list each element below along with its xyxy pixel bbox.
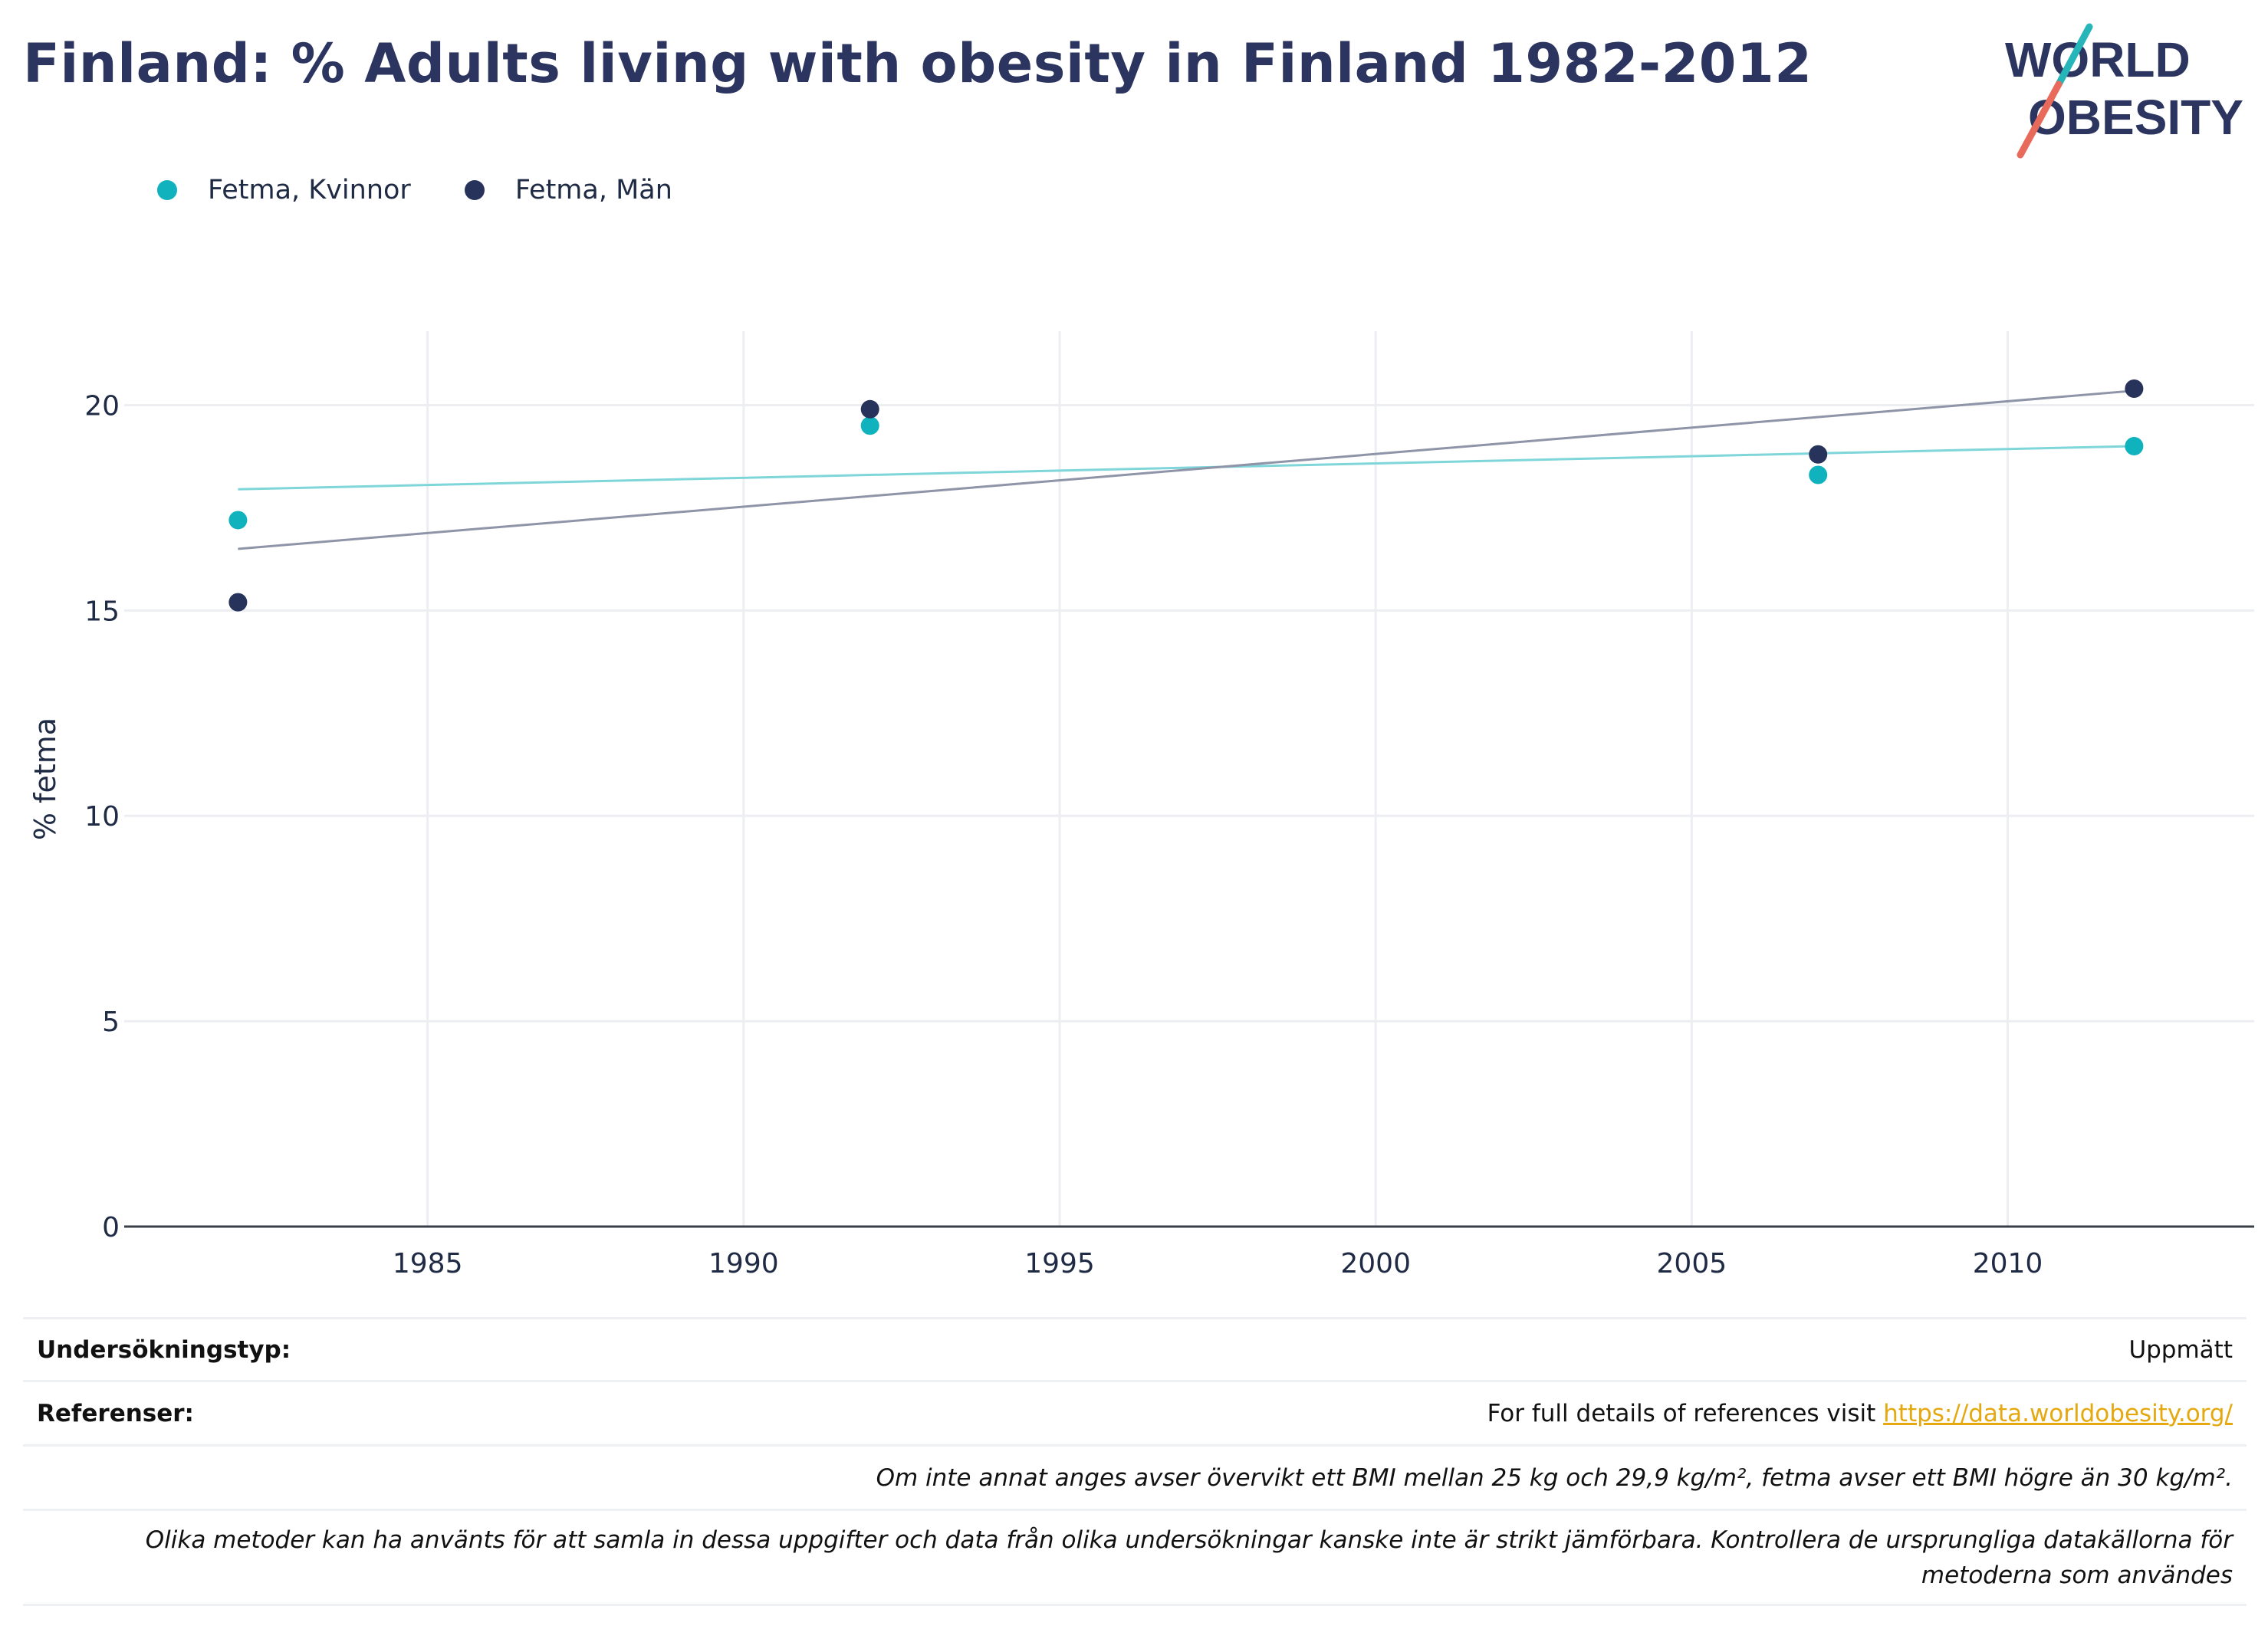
data-point-man [860,399,879,419]
scatter-chart: 1985 1990 1995 2000 2005 2010 0 5 10 15 20 % fetma [28,331,2254,1279]
y-tick-label: 10 [84,801,120,833]
svg-text:WORLD: WORLD [2005,32,2191,87]
y-tick-label: 5 [102,1007,120,1038]
legend-item-kvinnor[interactable]: Fetma, Kvinnor [157,175,411,205]
x-tick-label: 2005 [1657,1248,1727,1279]
data-point-kvinnor [228,511,248,530]
metadata-table: Undersökningstyp: Uppmätt Referenser: Fo… [23,1317,2247,1606]
x-tick-label: 1985 [393,1248,463,1279]
meta-row-references: Referenser: For full details of referenc… [23,1382,2247,1447]
references-link[interactable]: https://data.worldobesity.org/ [1883,1399,2233,1427]
legend-dot-man [464,180,485,200]
world-obesity-logo: WORLD OBESITY [2005,23,2243,159]
trend-line-kvinnor [238,445,2135,491]
survey-type-label: Undersökningstyp: [37,1335,291,1364]
references-text: For full details of references visit [1487,1399,1884,1427]
legend-dot-kvinnor [157,180,177,200]
data-point-man [1809,445,1828,464]
x-tick-label: 2010 [1973,1248,2043,1279]
y-axis-title: % fetma [28,718,62,840]
chart-legend: Fetma, Kvinnor Fetma, Män [157,175,726,205]
survey-type-value: Uppmätt [2128,1335,2233,1364]
data-point-man [2125,379,2144,399]
bmi-note: Om inte annat anges avser övervikt ett B… [876,1463,2233,1492]
y-tick-label: 15 [84,596,120,627]
data-point-kvinnor [860,416,879,435]
page-title: Finland: % Adults living with obesity in… [23,32,1813,95]
svg-text:OBESITY: OBESITY [2028,90,2243,145]
methods-note: Olika metoder kan ha använts för att sam… [145,1526,2233,1589]
trend-line-man [238,389,2135,550]
legend-label-man: Fetma, Män [514,175,672,205]
data-point-man [228,593,248,612]
data-point-kvinnor [1809,465,1828,484]
meta-row-note-methods: Olika metoder kan ha använts för att sam… [23,1511,2247,1606]
references-label: Referenser: [37,1399,194,1427]
meta-row-survey: Undersökningstyp: Uppmätt [23,1319,2247,1382]
legend-item-man[interactable]: Fetma, Män [464,175,672,205]
x-tick-label: 1990 [708,1248,779,1279]
meta-row-note-bmi: Om inte annat anges avser övervikt ett B… [23,1447,2247,1511]
data-point-kvinnor [2125,437,2144,456]
y-tick-label: 0 [102,1212,120,1243]
references-value: For full details of references visit htt… [1487,1400,2233,1427]
legend-label-kvinnor: Fetma, Kvinnor [208,175,411,205]
x-tick-label: 2000 [1340,1248,1411,1279]
y-tick-label: 20 [84,390,120,422]
x-tick-label: 1995 [1024,1248,1095,1279]
